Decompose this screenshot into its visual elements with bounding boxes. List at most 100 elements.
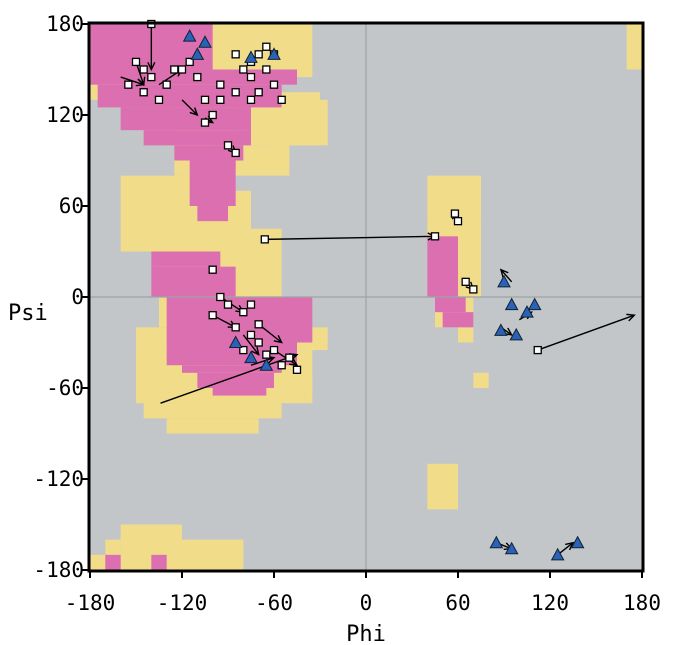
general-residue-point <box>254 88 263 97</box>
general-residue-point <box>139 88 148 97</box>
general-residue-point <box>154 95 164 104</box>
general-residue-point <box>450 209 460 218</box>
x-tick-label: -60 <box>255 591 293 615</box>
x-tick-label: 0 <box>360 591 373 615</box>
favored-region-block <box>151 266 236 297</box>
general-residue-point <box>231 50 240 59</box>
general-residue-point <box>231 88 240 97</box>
y-tick-label: -60 <box>46 376 84 400</box>
general-residue-point <box>277 361 286 370</box>
x-tick-label: -120 <box>157 591 208 615</box>
favored-region-block <box>427 236 458 297</box>
general-residue-point <box>223 141 233 150</box>
general-residue-point <box>208 265 217 274</box>
glycine-residue-point <box>509 327 524 341</box>
general-residue-point <box>124 80 133 89</box>
y-tick-label: 120 <box>46 103 84 127</box>
x-axis-label: Phi <box>346 622 386 645</box>
favored-region-block <box>435 297 466 313</box>
favored-region-block <box>197 372 274 388</box>
y-tick-label: -180 <box>33 558 84 582</box>
general-residue-point <box>239 65 248 74</box>
general-residue-point <box>193 72 202 82</box>
general-residue-point <box>254 50 263 59</box>
favored-region-block <box>182 365 282 373</box>
glycine-residue-point <box>520 305 534 318</box>
general-residue-point <box>262 350 271 359</box>
x-tick-label: 60 <box>445 591 470 615</box>
arrow-head <box>189 107 199 117</box>
general-residue-point <box>162 80 171 89</box>
allowed-region-block <box>304 380 313 404</box>
favored-region-block <box>166 342 297 366</box>
allowed-region-block <box>143 403 282 419</box>
gridlines <box>90 24 642 570</box>
general-residue-point <box>239 345 248 355</box>
general-residue-point <box>216 292 225 302</box>
x-tick-label: 120 <box>531 591 569 615</box>
transition-arrow <box>147 24 156 72</box>
favored-region-block <box>143 130 251 146</box>
x-tick-label: -180 <box>65 591 116 615</box>
general-residue-point <box>223 300 233 309</box>
favored-region-block <box>151 251 221 267</box>
general-residue-point <box>131 57 141 67</box>
general-residue-point <box>216 80 225 89</box>
glycine-residue-point <box>497 274 511 288</box>
arrow-head <box>147 61 156 72</box>
transition-arrow <box>181 99 199 117</box>
favored-region-block <box>197 206 228 222</box>
general-residue-point <box>200 118 210 127</box>
arrow-shaft <box>242 334 260 356</box>
transition-arrow <box>537 313 636 351</box>
arrow-shaft <box>181 99 198 116</box>
allowed-region-block <box>427 463 458 510</box>
allowed-region-block <box>235 145 290 176</box>
y-tick-label: 180 <box>46 12 84 36</box>
favored-region-block <box>105 554 121 570</box>
data-points <box>124 19 585 561</box>
allowed-region-block <box>90 554 106 570</box>
glycine-residue-point <box>550 547 565 561</box>
glycine-residue-point <box>182 29 197 42</box>
arrow-shaft <box>264 235 436 241</box>
glycine-residue-point <box>244 350 258 364</box>
y-tick-label: -120 <box>33 467 84 491</box>
arrow-head <box>135 78 146 87</box>
general-residue-point <box>239 308 248 317</box>
favored-region-block <box>151 554 167 570</box>
allowed-region-block <box>473 372 489 388</box>
arrow-head <box>251 346 260 356</box>
general-residue-point <box>254 320 263 329</box>
general-residue-point <box>216 95 225 104</box>
general-residue-point <box>200 95 210 104</box>
arrow-head <box>565 541 575 551</box>
x-ticks: -180 -120 -60 0 60 120 180 <box>65 570 661 615</box>
general-residue-point <box>246 95 256 104</box>
general-residue-point <box>139 65 148 74</box>
transition-arrow <box>242 334 260 356</box>
allowed-region-block <box>274 99 328 146</box>
general-residue-point <box>269 345 279 355</box>
general-residue-point <box>262 65 271 74</box>
general-residue-point <box>469 285 478 294</box>
general-residue-point <box>461 277 470 286</box>
general-residue-point <box>277 95 286 104</box>
glycine-residue-point <box>198 35 212 48</box>
general-residue-point <box>260 235 269 244</box>
general-residue-point <box>246 330 256 340</box>
arrow-shaft <box>250 357 275 366</box>
general-residue-point <box>285 353 294 362</box>
glycine-residue-point <box>489 535 504 549</box>
transition-arrow <box>499 268 513 283</box>
general-residue-point <box>185 57 194 67</box>
general-residue-point <box>254 338 263 347</box>
general-residue-point <box>170 65 179 74</box>
glycine-residue-point <box>570 535 585 549</box>
favored-region-block <box>120 107 252 131</box>
glycine-residue-point <box>494 323 508 336</box>
glycine-residue-point <box>228 335 243 348</box>
arrow-head <box>273 334 283 344</box>
x-tick-label: 180 <box>623 591 661 615</box>
